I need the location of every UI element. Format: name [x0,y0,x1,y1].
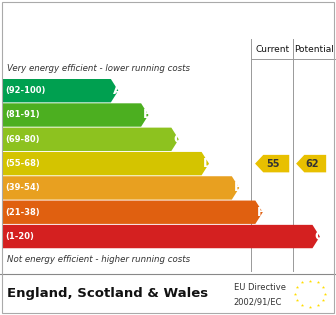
Text: (81-91): (81-91) [5,111,40,119]
Polygon shape [3,152,209,175]
Text: C: C [173,133,182,146]
Text: D: D [203,157,214,170]
Text: (21-38): (21-38) [5,208,40,217]
Text: 62: 62 [306,159,319,169]
Polygon shape [296,155,326,172]
Text: (92-100): (92-100) [5,86,45,95]
Text: (39-54): (39-54) [5,183,40,192]
Text: B: B [143,108,152,122]
Text: G: G [314,230,325,243]
Text: Very energy efficient - lower running costs: Very energy efficient - lower running co… [7,64,190,73]
Polygon shape [3,225,320,248]
Text: Energy Efficiency Rating: Energy Efficiency Rating [10,12,232,27]
Text: A: A [113,84,122,97]
Text: 2002/91/EC: 2002/91/EC [234,298,282,307]
Text: EU Directive: EU Directive [234,283,286,292]
Text: E: E [234,181,242,194]
Polygon shape [3,201,263,224]
Text: (69-80): (69-80) [5,135,40,144]
Polygon shape [3,128,179,151]
Text: Potential: Potential [295,45,334,54]
Polygon shape [3,79,118,102]
Text: 55: 55 [267,159,280,169]
Text: (1-20): (1-20) [5,232,34,241]
Text: England, Scotland & Wales: England, Scotland & Wales [7,287,208,300]
Polygon shape [3,103,149,127]
Polygon shape [255,155,289,172]
Text: (55-68): (55-68) [5,159,40,168]
Text: Current: Current [255,45,289,54]
Text: F: F [257,206,265,219]
Polygon shape [3,176,239,200]
Text: Not energy efficient - higher running costs: Not energy efficient - higher running co… [7,255,190,264]
